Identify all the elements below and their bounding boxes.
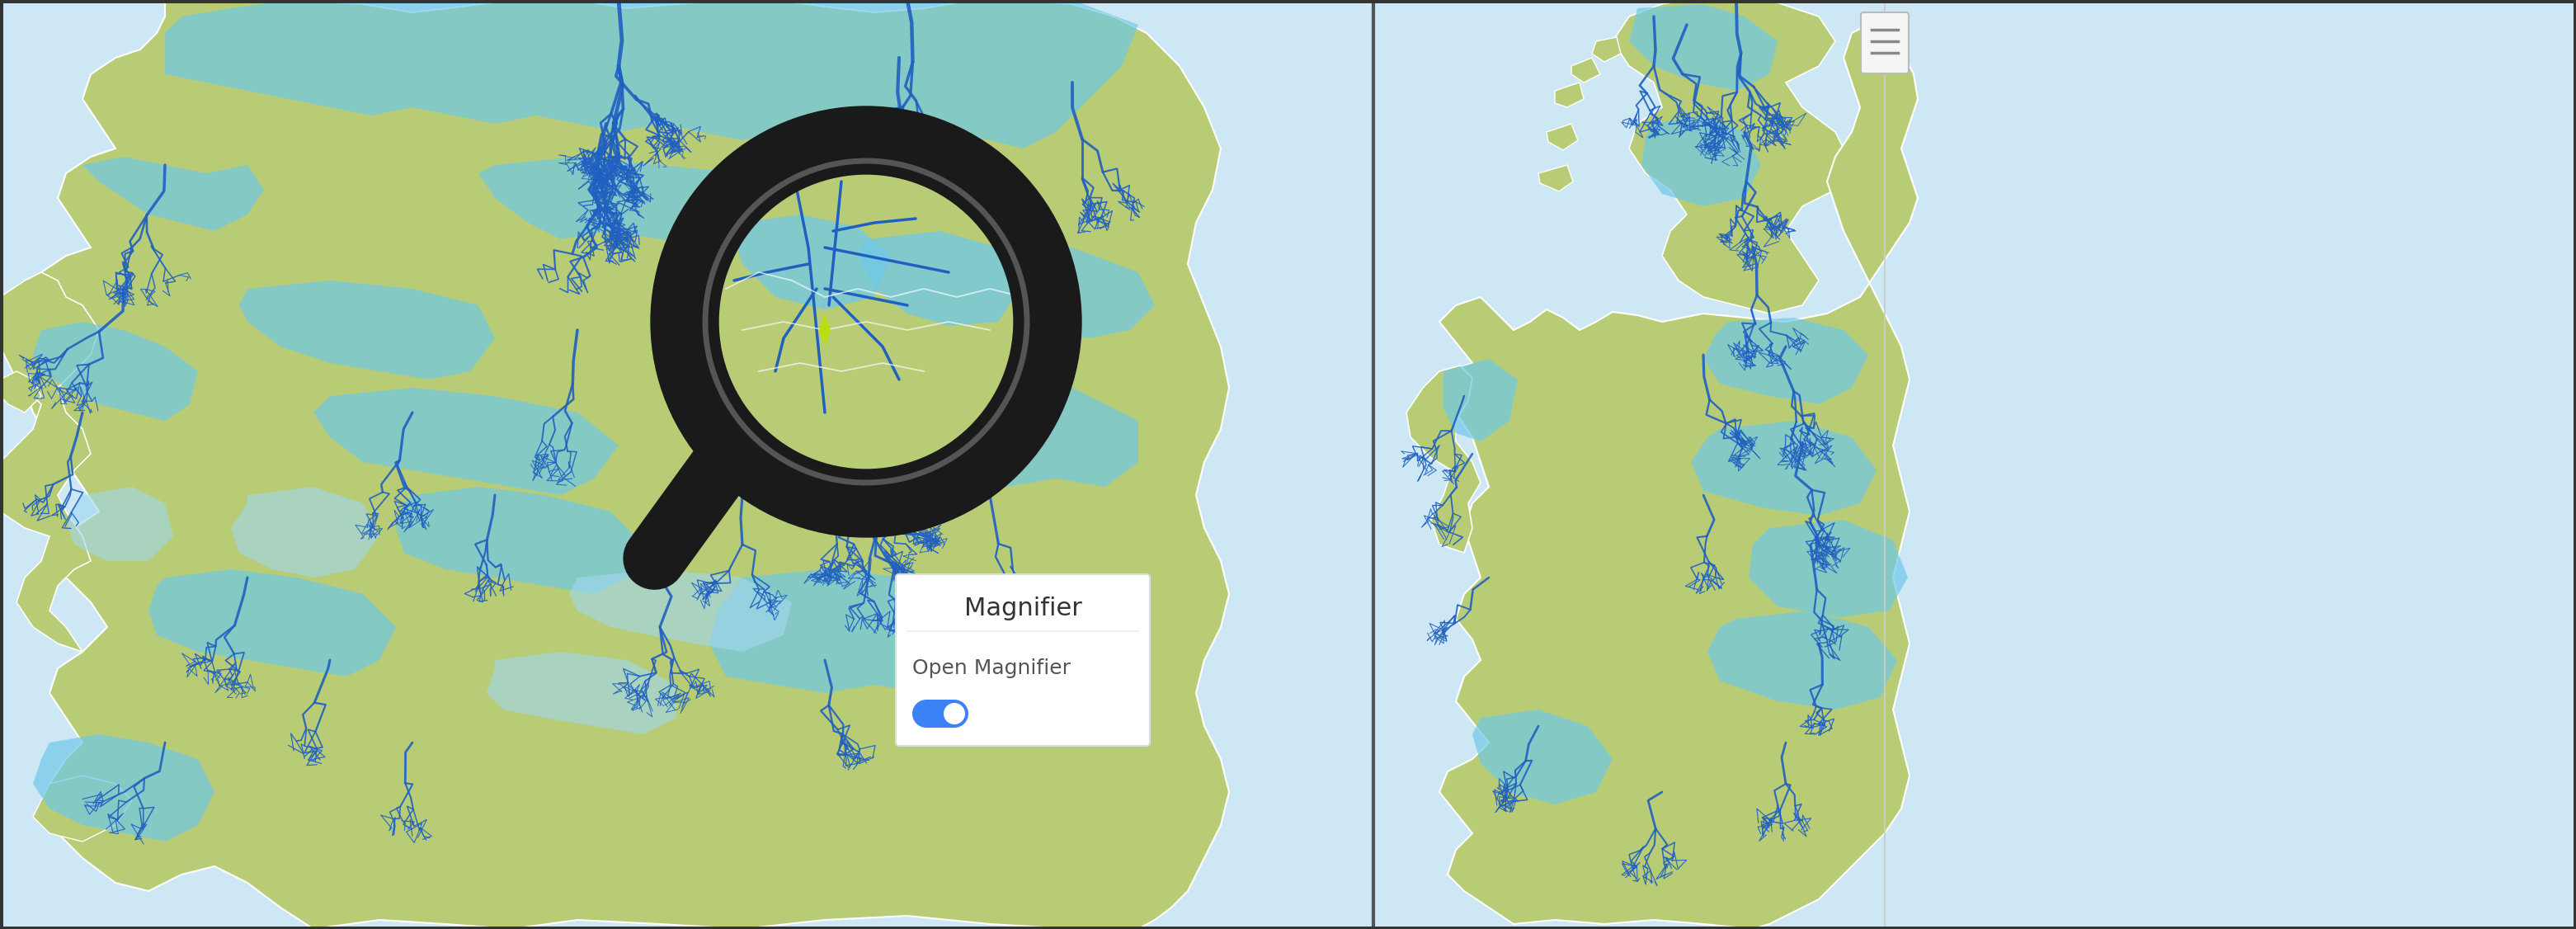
- Polygon shape: [734, 215, 891, 309]
- Polygon shape: [397, 487, 644, 594]
- Circle shape: [868, 490, 896, 519]
- Polygon shape: [165, 0, 1139, 149]
- Polygon shape: [149, 569, 397, 676]
- Polygon shape: [67, 487, 173, 561]
- Polygon shape: [884, 240, 1154, 338]
- Circle shape: [912, 700, 940, 727]
- Polygon shape: [708, 569, 1056, 693]
- Polygon shape: [819, 313, 829, 347]
- Circle shape: [943, 703, 966, 725]
- Polygon shape: [569, 569, 791, 652]
- Polygon shape: [0, 272, 98, 652]
- Polygon shape: [0, 372, 41, 412]
- Polygon shape: [82, 157, 263, 231]
- Polygon shape: [1641, 115, 1762, 206]
- Polygon shape: [26, 0, 1229, 929]
- FancyBboxPatch shape: [896, 574, 1149, 746]
- Polygon shape: [232, 487, 379, 578]
- Polygon shape: [1571, 58, 1600, 83]
- Polygon shape: [1613, 0, 1852, 313]
- Polygon shape: [1690, 421, 1875, 516]
- Text: Open Magnifier: Open Magnifier: [912, 659, 1072, 678]
- Circle shape: [940, 700, 969, 727]
- Polygon shape: [479, 157, 866, 247]
- Polygon shape: [1703, 318, 1868, 404]
- Text: Magnifier: Magnifier: [963, 597, 1082, 621]
- Polygon shape: [33, 321, 198, 421]
- Polygon shape: [1443, 359, 1517, 441]
- Polygon shape: [1708, 610, 1896, 710]
- FancyBboxPatch shape: [1860, 12, 1909, 73]
- Polygon shape: [487, 652, 677, 734]
- Polygon shape: [240, 281, 495, 380]
- Polygon shape: [1546, 124, 1579, 150]
- Circle shape: [819, 488, 850, 517]
- Polygon shape: [791, 363, 1139, 487]
- Polygon shape: [1628, 4, 1777, 91]
- Polygon shape: [1592, 37, 1620, 62]
- Circle shape: [685, 140, 1048, 504]
- Polygon shape: [1473, 710, 1613, 805]
- Polygon shape: [1556, 83, 1584, 107]
- Polygon shape: [1749, 520, 1909, 617]
- Circle shape: [685, 140, 1048, 504]
- Polygon shape: [1538, 165, 1574, 191]
- Polygon shape: [314, 387, 618, 495]
- Polygon shape: [1440, 25, 1917, 929]
- Circle shape: [835, 490, 866, 519]
- Polygon shape: [858, 231, 1023, 326]
- Polygon shape: [33, 776, 131, 842]
- Polygon shape: [33, 734, 214, 842]
- Polygon shape: [927, 700, 953, 727]
- Polygon shape: [1406, 365, 1481, 553]
